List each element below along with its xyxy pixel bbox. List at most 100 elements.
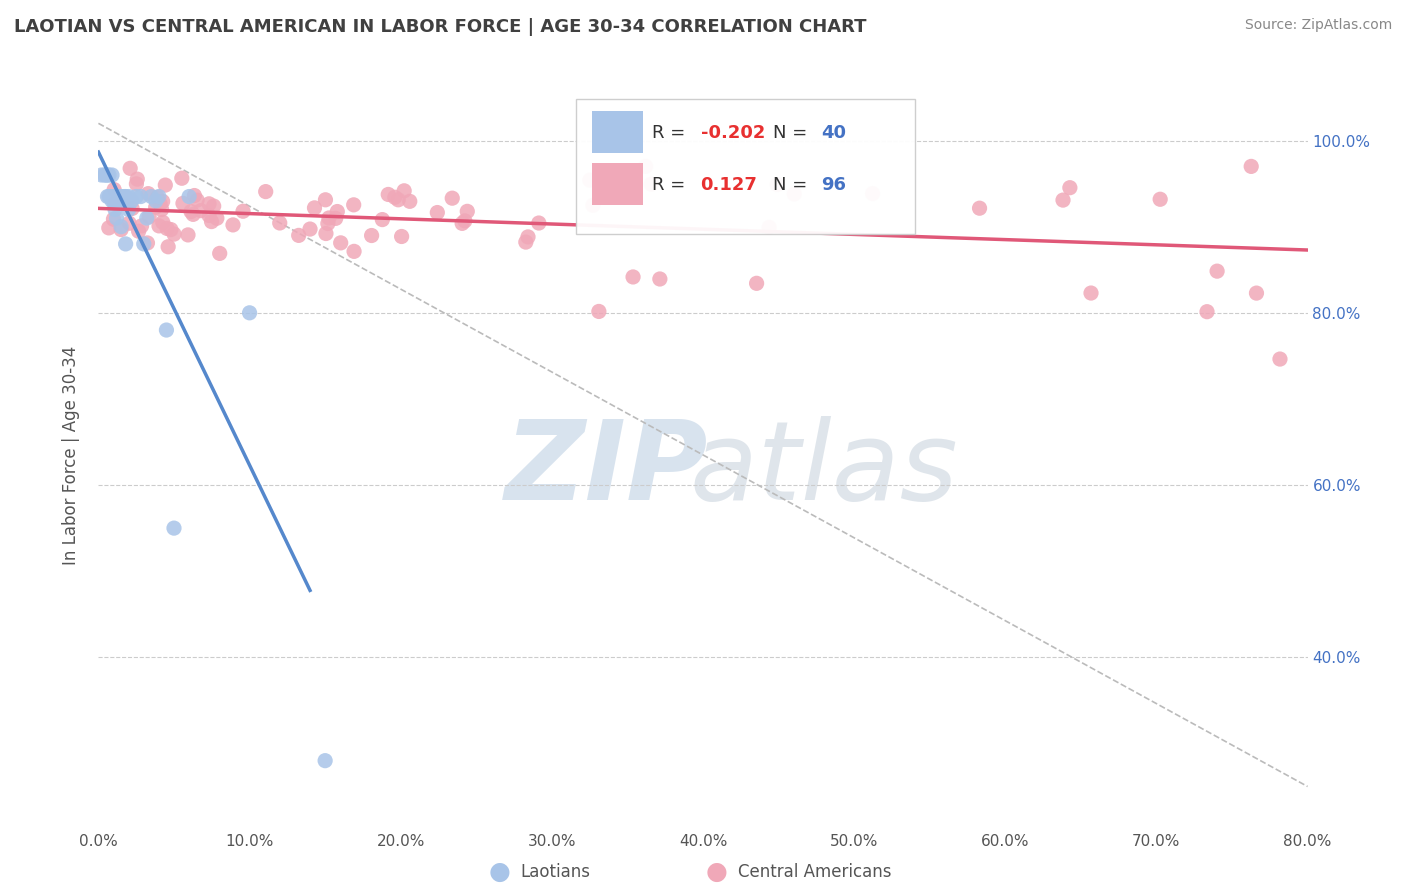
Point: [150, 202, 173, 217]
Point: [862, 186, 884, 201]
Point: [1206, 264, 1229, 278]
Point: [304, 201, 326, 215]
Point: [426, 205, 449, 219]
Point: [177, 227, 200, 242]
Point: [105, 211, 128, 225]
Point: [1080, 286, 1102, 301]
Point: [118, 189, 141, 203]
Point: [648, 272, 671, 286]
Point: [127, 172, 149, 186]
Point: [578, 173, 600, 187]
Point: [98, 189, 121, 203]
Point: [146, 190, 169, 204]
Point: [181, 207, 204, 221]
Text: 40: 40: [821, 124, 846, 142]
Text: atlas: atlas: [689, 417, 959, 524]
FancyBboxPatch shape: [592, 163, 643, 205]
Point: [1149, 192, 1171, 206]
Point: [1240, 160, 1263, 174]
Point: [136, 235, 159, 250]
Point: [170, 171, 193, 186]
Point: [121, 202, 143, 216]
Point: [595, 178, 617, 192]
Point: [745, 277, 768, 291]
Point: [101, 168, 124, 182]
Point: [110, 189, 132, 203]
Text: -0.202: -0.202: [700, 124, 765, 142]
Point: [515, 235, 537, 249]
Point: [103, 183, 125, 197]
Text: LAOTIAN VS CENTRAL AMERICAN IN LABOR FORCE | AGE 30-34 CORRELATION CHART: LAOTIAN VS CENTRAL AMERICAN IN LABOR FOR…: [14, 18, 866, 36]
Point: [640, 177, 662, 191]
Point: [451, 216, 474, 230]
Text: Laotians: Laotians: [520, 863, 591, 881]
Point: [108, 189, 131, 203]
Point: [145, 200, 167, 214]
Point: [157, 240, 180, 254]
Point: [783, 186, 806, 201]
Point: [456, 204, 478, 219]
Point: [101, 194, 124, 208]
Text: Central Americans: Central Americans: [738, 863, 891, 881]
Point: [104, 202, 127, 217]
Point: [186, 193, 208, 207]
Point: [180, 204, 202, 219]
Text: ●: ●: [488, 861, 510, 884]
Point: [110, 222, 132, 236]
Text: R =: R =: [652, 124, 692, 142]
Point: [527, 216, 550, 230]
Point: [766, 178, 789, 192]
Point: [208, 246, 231, 260]
Point: [94, 168, 117, 182]
Point: [98, 168, 121, 182]
Point: [103, 189, 125, 203]
Point: [183, 188, 205, 202]
Point: [118, 202, 141, 217]
Point: [517, 230, 540, 244]
Point: [190, 203, 212, 218]
Point: [112, 189, 135, 203]
Point: [163, 521, 186, 535]
Point: [107, 189, 129, 203]
Point: [387, 193, 409, 207]
Point: [391, 229, 413, 244]
Point: [129, 189, 152, 203]
Point: [315, 227, 337, 241]
Point: [634, 160, 657, 174]
Point: [398, 194, 420, 209]
Point: [239, 306, 262, 320]
Text: Source: ZipAtlas.com: Source: ZipAtlas.com: [1244, 18, 1392, 32]
Point: [360, 228, 382, 243]
Point: [1059, 180, 1081, 194]
Point: [100, 189, 122, 203]
Point: [120, 161, 142, 176]
Point: [148, 189, 170, 203]
Point: [138, 210, 160, 224]
Point: [299, 222, 322, 236]
Point: [152, 215, 174, 229]
Text: R =: R =: [652, 177, 692, 194]
FancyBboxPatch shape: [592, 111, 643, 153]
Point: [104, 196, 127, 211]
Text: ZIP: ZIP: [505, 417, 709, 524]
Point: [621, 269, 644, 284]
Point: [128, 224, 150, 238]
Point: [969, 201, 991, 215]
Point: [145, 194, 167, 208]
Point: [141, 189, 163, 203]
Point: [103, 194, 125, 208]
Text: 0.127: 0.127: [700, 177, 758, 194]
Point: [325, 211, 347, 226]
Point: [1195, 304, 1218, 318]
Point: [131, 219, 153, 233]
Point: [90, 168, 112, 182]
Point: [93, 168, 115, 182]
Point: [1246, 286, 1268, 301]
Text: ●: ●: [706, 861, 728, 884]
Point: [314, 193, 336, 207]
Point: [314, 754, 336, 768]
Point: [172, 196, 194, 211]
Point: [202, 199, 225, 213]
Point: [254, 185, 277, 199]
Point: [114, 236, 136, 251]
